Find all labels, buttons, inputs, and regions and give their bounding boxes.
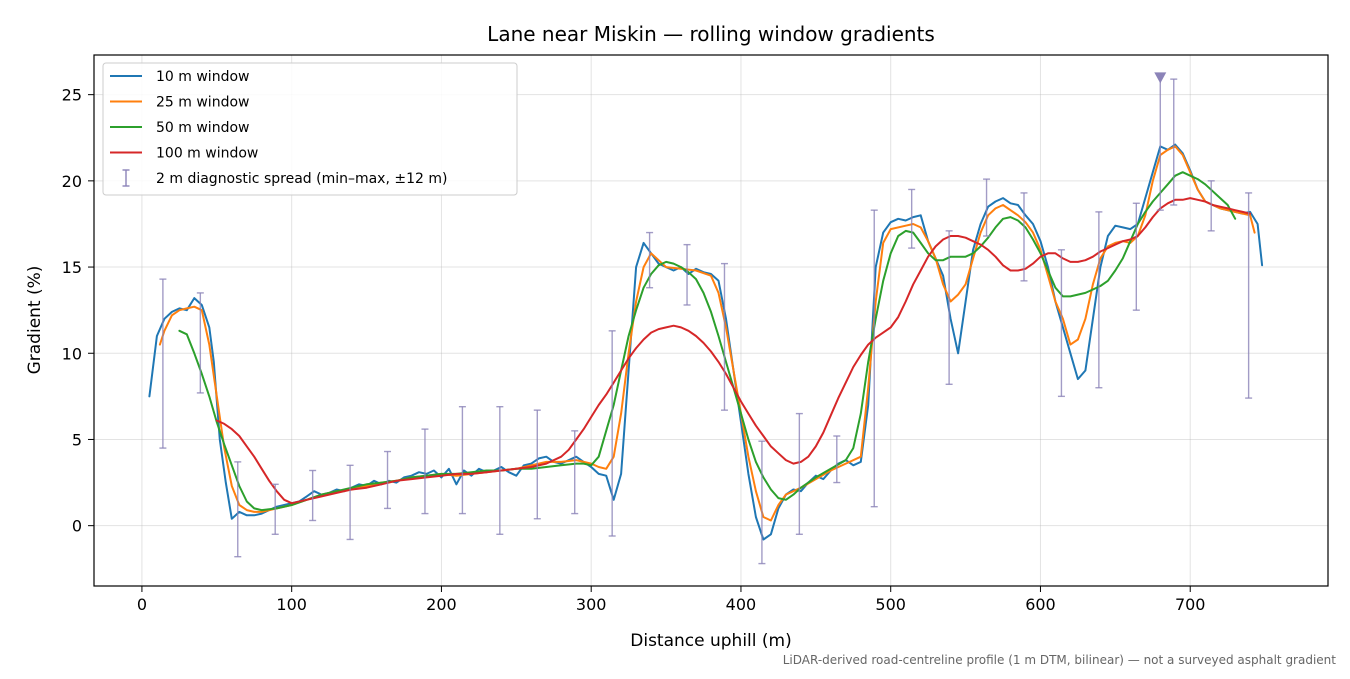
error-bar <box>983 178 991 237</box>
error-bar <box>196 292 204 394</box>
error-bar <box>496 406 504 535</box>
error-bar <box>1020 192 1028 282</box>
legend-label: 50 m window <box>156 120 249 136</box>
y-tick-label: 10 <box>62 344 82 363</box>
error-bar <box>720 262 728 411</box>
error-bar <box>458 406 466 515</box>
error-bar <box>870 209 878 508</box>
error-bar <box>533 409 541 520</box>
y-tick-label: 0 <box>72 517 82 536</box>
error-bar <box>159 278 167 449</box>
legend-label: 25 m window <box>156 95 249 111</box>
error-bar <box>1132 202 1140 311</box>
series-line-50m <box>178 171 1237 512</box>
y-tick-label: 20 <box>62 172 82 191</box>
error-bar <box>1245 192 1253 399</box>
x-tick-label: 500 <box>875 595 906 614</box>
x-axis-ticks: 0 100 200 300 400 500 600 700 <box>137 586 1206 614</box>
error-bar <box>945 230 953 385</box>
footnote: LiDAR-derived road-centreline profile (1… <box>783 653 1337 667</box>
error-bar <box>1095 211 1103 389</box>
annotation-markers <box>1154 72 1167 84</box>
legend-label: 2 m diagnostic spread (min–max, ±12 m) <box>156 171 447 187</box>
error-bar <box>608 330 616 537</box>
error-bar <box>346 464 354 541</box>
error-bar <box>571 430 579 515</box>
error-bar <box>758 440 766 565</box>
error-bar <box>908 188 916 249</box>
error-bar <box>1057 249 1065 398</box>
legend-box <box>102 62 518 196</box>
y-axis-label: Gradient (%) <box>25 266 45 375</box>
error-bar <box>833 435 841 484</box>
error-bar <box>271 483 279 535</box>
error-bar <box>234 461 242 558</box>
error-bar <box>384 450 392 510</box>
x-tick-label: 200 <box>426 595 457 614</box>
x-tick-label: 400 <box>726 595 757 614</box>
legend-label: 100 m window <box>156 146 258 162</box>
peak-marker <box>1154 72 1167 84</box>
error-bar <box>421 428 429 515</box>
x-tick-label: 700 <box>1175 595 1206 614</box>
error-bar <box>1170 78 1178 206</box>
legend: 10 m window 25 m window 50 m window 100 m w… <box>102 62 518 196</box>
series-line-100m <box>215 197 1252 505</box>
x-axis-label: Distance uphill (m) <box>630 631 791 651</box>
x-tick-label: 600 <box>1025 595 1056 614</box>
legend-label: 10 m window <box>156 69 249 85</box>
chart-title: Lane near Miskin — rolling window gradie… <box>487 22 935 46</box>
y-tick-label: 15 <box>62 258 82 277</box>
error-bar <box>795 412 803 535</box>
plot-series <box>148 143 1264 541</box>
y-tick-label: 5 <box>72 430 82 449</box>
x-tick-label: 100 <box>276 595 307 614</box>
error-bar <box>646 231 654 289</box>
error-bars <box>159 74 1253 565</box>
error-bar <box>1207 180 1215 232</box>
error-bar <box>309 469 317 522</box>
x-tick-label: 0 <box>137 595 147 614</box>
x-tick-label: 300 <box>576 595 607 614</box>
error-bar <box>683 243 691 306</box>
plot-frame <box>93 54 1329 587</box>
y-tick-label: 25 <box>62 86 82 105</box>
y-axis-ticks: 0 5 10 15 20 25 <box>62 86 94 536</box>
